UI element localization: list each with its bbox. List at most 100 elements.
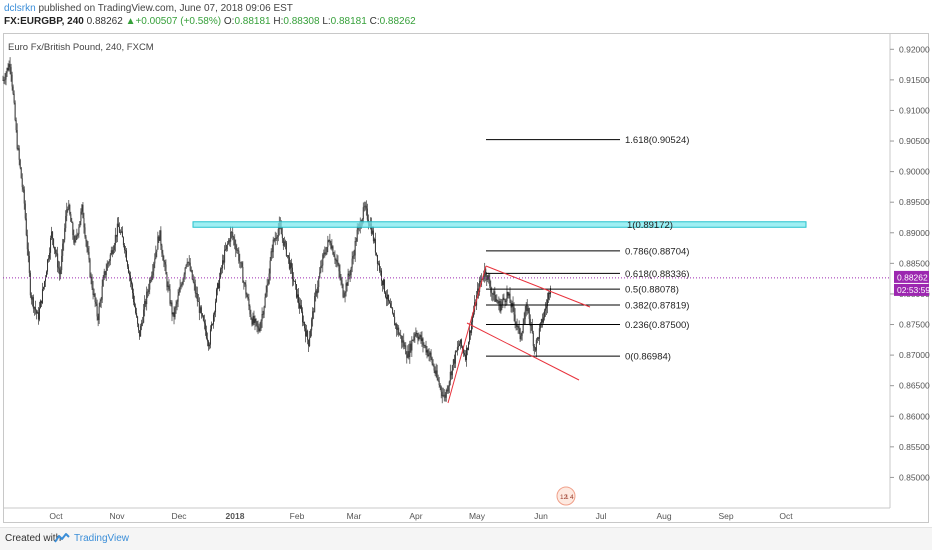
candle-body <box>425 345 427 353</box>
candle-body <box>234 239 236 246</box>
candle-body <box>175 304 177 308</box>
candle-body <box>346 283 348 286</box>
candle-body <box>539 323 541 329</box>
candle-body <box>426 350 428 353</box>
price-axis[interactable]: 0.92000 0.91500 0.91000 0.90500 0.90000 0.895… <box>889 34 930 508</box>
candle-body <box>540 319 542 324</box>
candle-body <box>113 245 115 250</box>
candle-body <box>505 301 507 303</box>
candle-body <box>433 365 435 371</box>
candle-body <box>94 293 96 302</box>
candle-body <box>451 365 453 376</box>
candle-body <box>85 236 87 242</box>
candle-body <box>219 277 221 289</box>
candle-body <box>150 279 152 281</box>
candle-body <box>478 288 480 292</box>
trend-line[interactable] <box>466 322 580 381</box>
candle-body <box>87 248 89 252</box>
candle-body <box>420 335 422 341</box>
events-badge-icon[interactable] <box>556 486 576 506</box>
candle-body <box>243 282 245 284</box>
candle-body <box>537 337 539 339</box>
candle-body <box>111 250 113 254</box>
x-tick-label: Mar <box>347 511 362 521</box>
candle-body <box>8 64 10 71</box>
candle-body <box>471 322 473 333</box>
candle-body <box>174 307 176 318</box>
candle-body <box>336 259 338 263</box>
candle-body <box>123 244 125 250</box>
author-link[interactable]: dclsrkn <box>4 3 36 14</box>
candle-body <box>329 240 331 244</box>
candle-body <box>459 339 461 344</box>
candle-body <box>221 268 223 269</box>
candle-body <box>518 326 520 329</box>
time-axis[interactable]: Oct Nov Dec 2018 Feb Mar Apr May Jun Jul Aug Sep Oct <box>3 507 890 521</box>
y-tick-label: 0.85500 <box>899 442 930 452</box>
candle-body <box>461 346 463 349</box>
candle-body <box>41 289 43 304</box>
y-tick-label: 0.87500 <box>899 320 930 330</box>
candle-body <box>409 343 411 358</box>
candle-body <box>35 310 37 314</box>
candle-body <box>252 315 254 325</box>
trend-line[interactable] <box>485 265 591 308</box>
candle-body <box>178 291 180 296</box>
candle-body <box>32 297 34 309</box>
badge-label: 12 <box>560 494 568 501</box>
candle-body <box>263 306 265 315</box>
candle-body <box>212 314 214 325</box>
price-chart[interactable]: Euro Fx/British Pound, 240, FXCM 1(0.891… <box>0 0 932 527</box>
publish-line: dclsrkn published on TradingView.com, Ju… <box>4 3 293 14</box>
tradingview-brand-link[interactable]: TradingView <box>74 533 130 544</box>
candle-body <box>20 167 22 179</box>
candle-body <box>307 330 309 340</box>
candle-body <box>282 238 284 246</box>
candle-body <box>96 303 98 317</box>
candle-body <box>371 230 373 234</box>
candle-body <box>248 298 250 307</box>
candle-body <box>446 389 448 392</box>
candle-body <box>530 325 532 327</box>
candle-body <box>397 327 399 330</box>
candle-body <box>216 289 218 302</box>
candle-body <box>236 249 238 251</box>
candle-body <box>330 243 332 249</box>
candle-body <box>145 301 147 305</box>
candle-body <box>119 232 121 233</box>
current-price-label: 0.88262 <box>897 272 928 282</box>
resistance-zone[interactable] <box>192 221 807 228</box>
candle-body <box>395 323 397 326</box>
candle-body <box>442 395 444 397</box>
candle-body <box>5 73 7 80</box>
candle-body <box>3 79 5 81</box>
candle-body <box>507 291 509 296</box>
candle-body <box>401 335 403 343</box>
trend-line[interactable] <box>447 265 487 404</box>
candle-body <box>357 226 359 230</box>
candle-body <box>69 204 71 215</box>
candle-body <box>214 312 216 315</box>
candle-body <box>283 241 285 246</box>
candle-body <box>286 255 288 257</box>
candle-body <box>92 287 94 295</box>
candle-body <box>48 258 50 260</box>
candle-body <box>290 262 292 268</box>
candle-body <box>378 263 380 271</box>
candle-body <box>383 279 385 286</box>
candle-body <box>101 286 103 300</box>
candle-body <box>328 240 330 241</box>
candle-body <box>50 238 52 253</box>
candle-body <box>354 241 356 256</box>
candle-body <box>295 284 297 298</box>
candle-body <box>535 339 537 351</box>
candle-body <box>12 86 14 94</box>
candle-body <box>204 323 206 331</box>
candle-body <box>285 242 287 256</box>
candle-body <box>289 262 291 269</box>
candle-body <box>266 284 268 293</box>
candle-body <box>197 301 199 302</box>
candle-body <box>484 268 486 277</box>
candle-body <box>28 256 30 273</box>
candle-body <box>124 249 126 251</box>
